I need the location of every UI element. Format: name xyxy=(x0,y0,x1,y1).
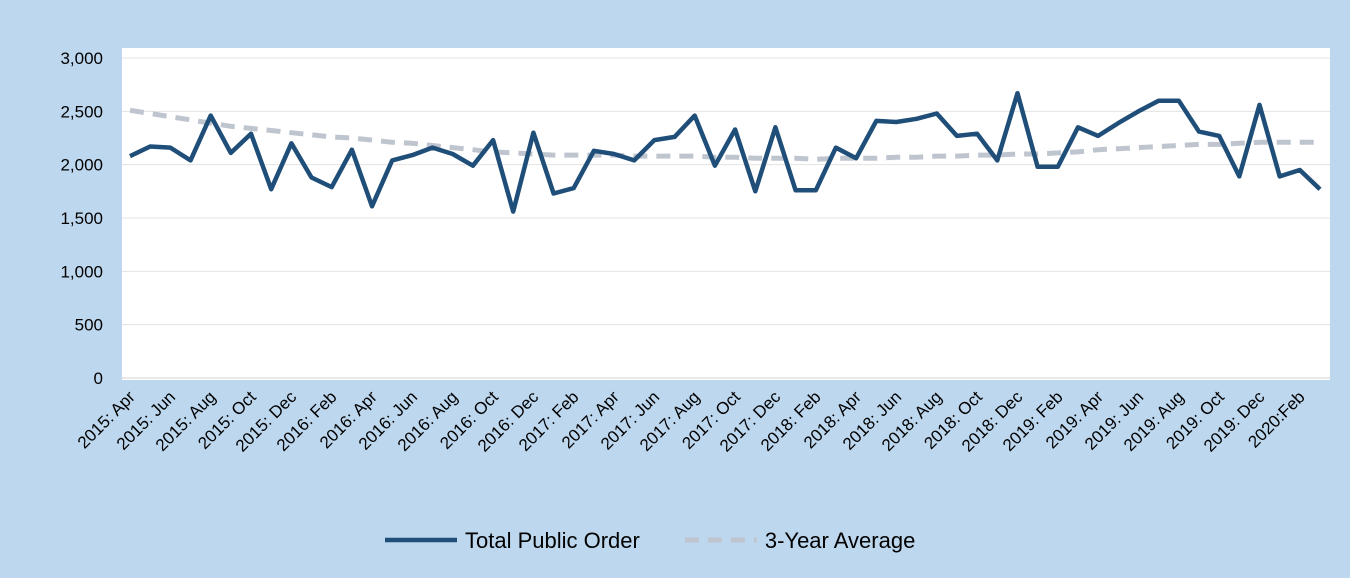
y-tick-label: 3,000 xyxy=(60,49,103,68)
legend-label: 3-Year Average xyxy=(765,528,915,553)
y-tick-label: 2,000 xyxy=(60,156,103,175)
y-tick-label: 1,500 xyxy=(60,209,103,228)
y-tick-label: 2,500 xyxy=(60,102,103,121)
y-tick-label: 1,000 xyxy=(60,262,103,281)
legend-label: Total Public Order xyxy=(465,528,640,553)
y-tick-label: 0 xyxy=(94,369,103,388)
series-line xyxy=(129,90,1322,214)
plot-area xyxy=(122,48,1330,380)
y-tick-label: 500 xyxy=(75,316,103,335)
series-line xyxy=(129,107,1320,162)
